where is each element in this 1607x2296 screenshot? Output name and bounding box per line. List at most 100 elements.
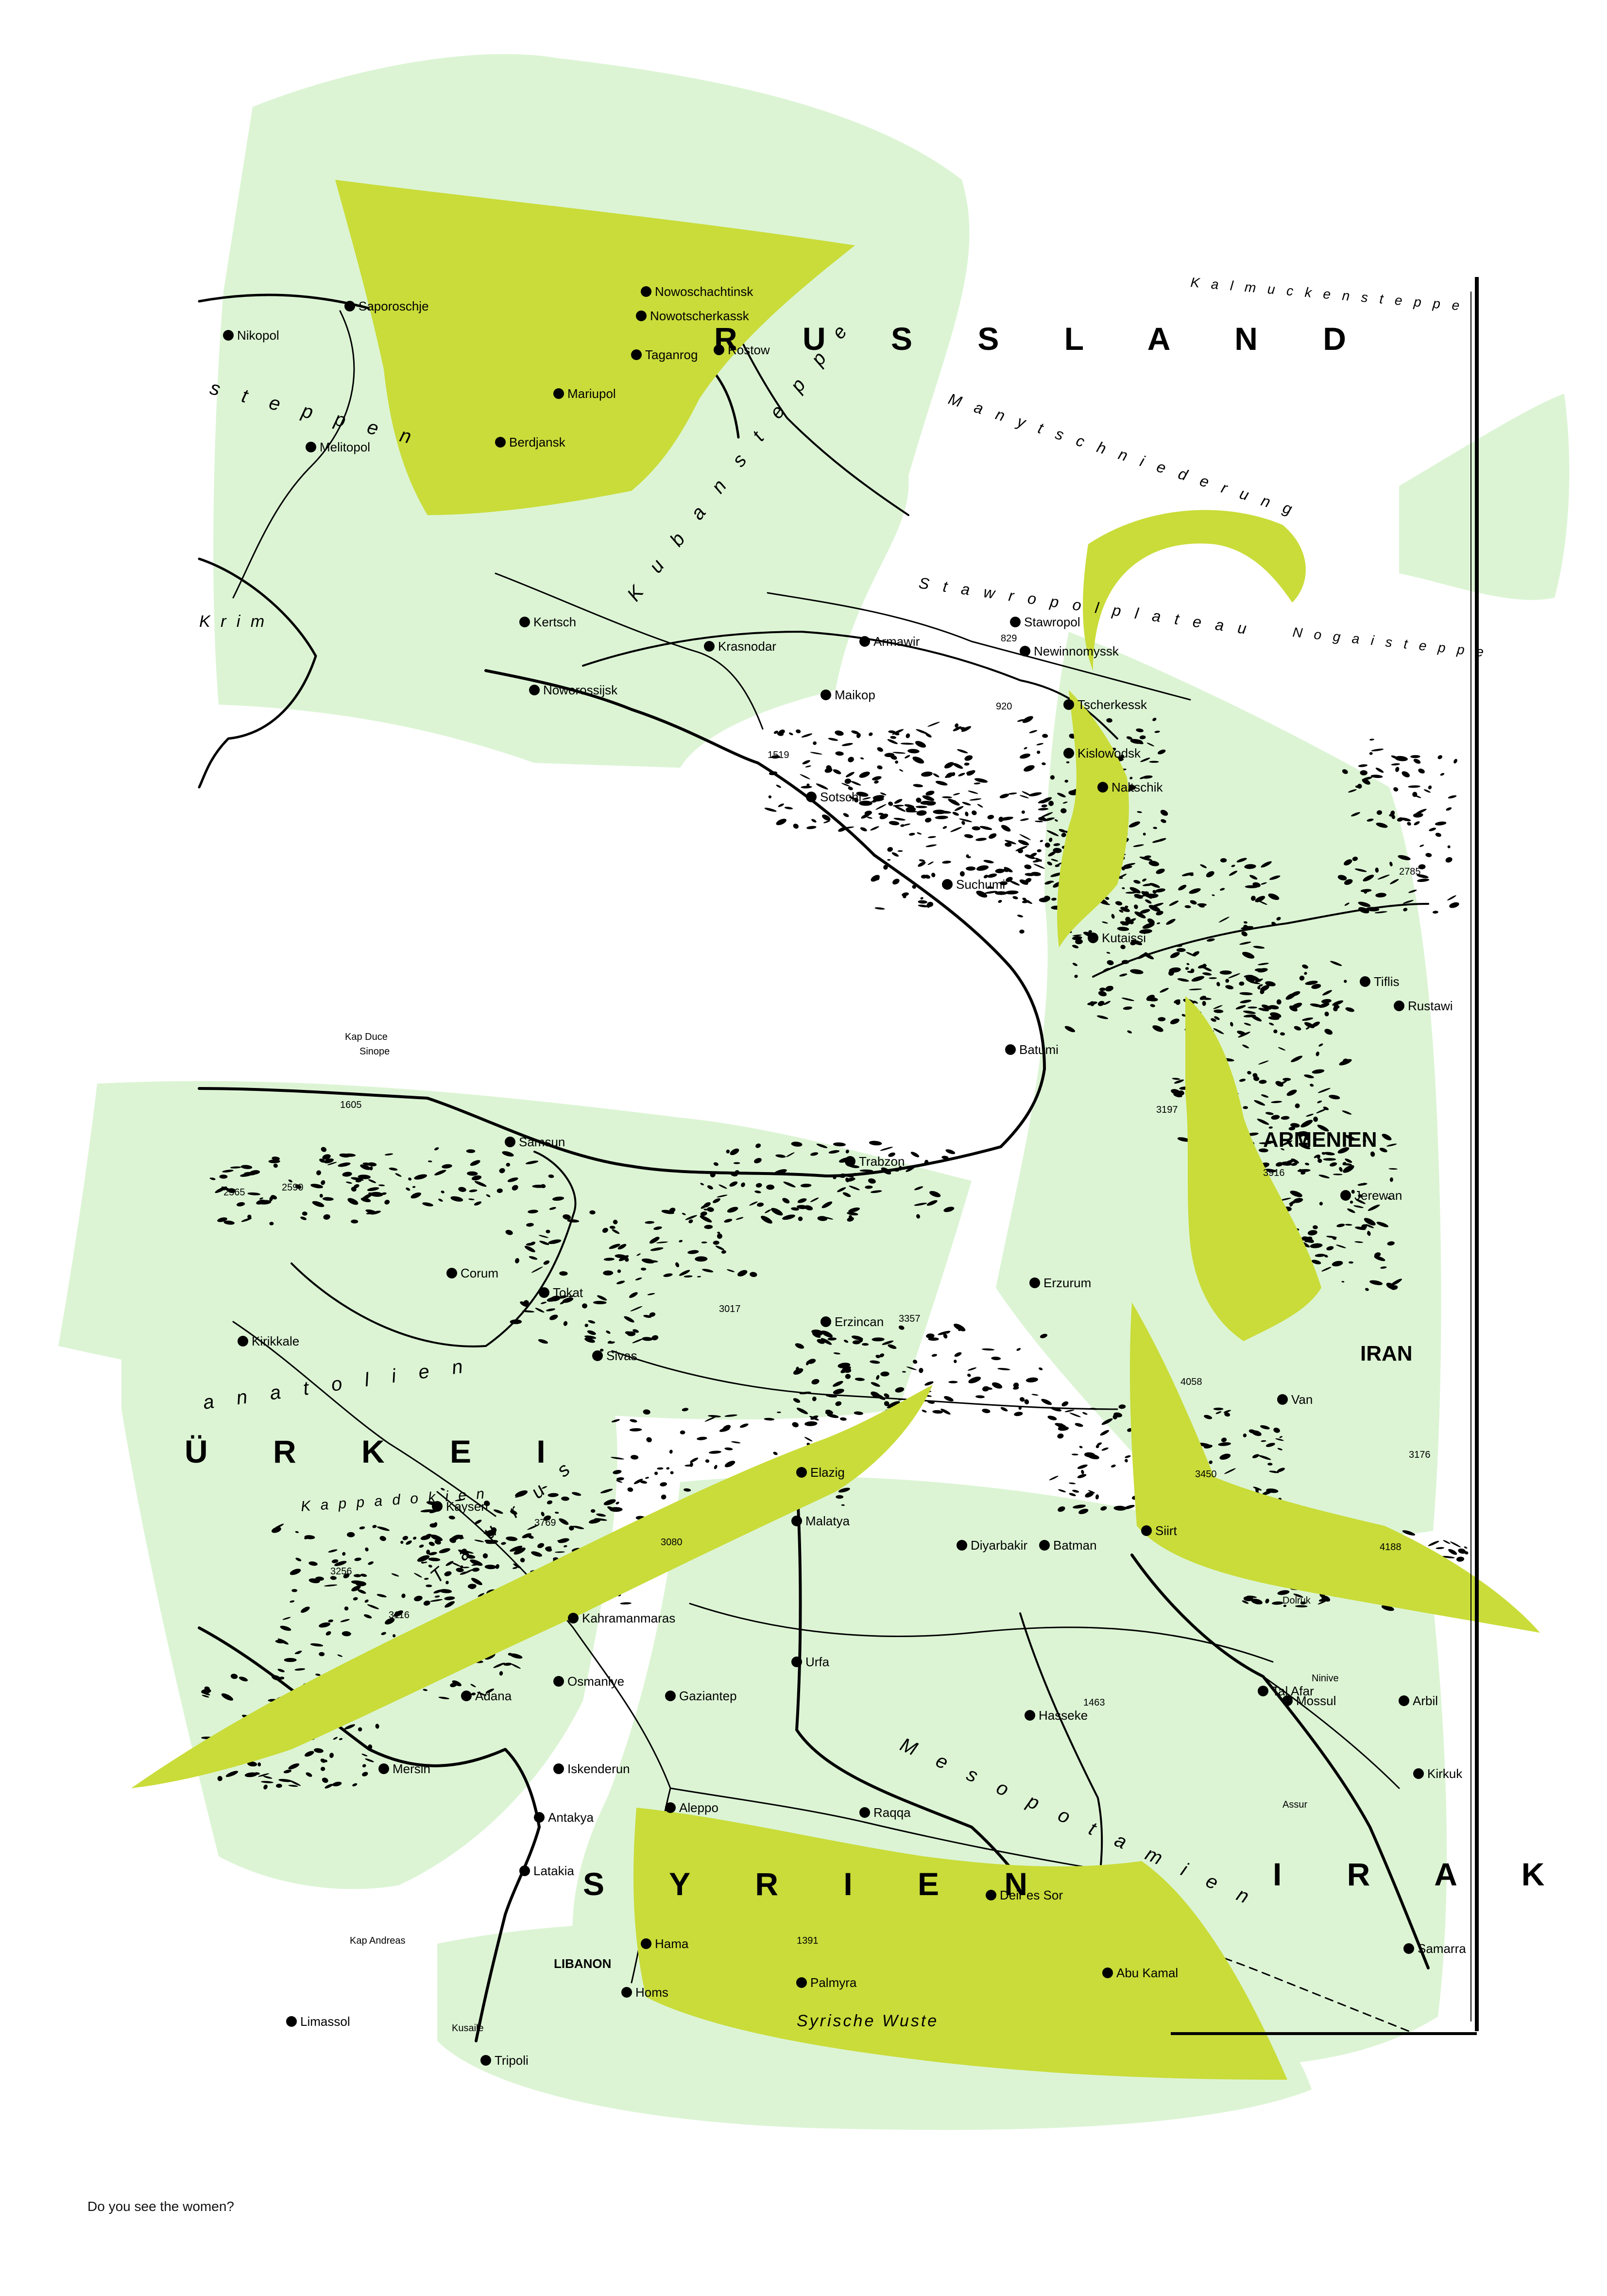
mountain-mark xyxy=(1095,1494,1099,1500)
mountain-mark xyxy=(1435,832,1441,837)
caucasus-black-sea-coast xyxy=(484,669,1046,1148)
mountain-mark xyxy=(1369,1280,1383,1285)
mountain-mark xyxy=(924,1381,934,1386)
mountain-mark xyxy=(1342,769,1348,774)
mountain-mark xyxy=(967,1373,971,1377)
mountain-mark xyxy=(862,1343,869,1346)
frame xyxy=(1171,277,1479,2035)
mountain-mark xyxy=(983,1387,992,1390)
mountain-mark xyxy=(944,762,954,769)
mountain-mark xyxy=(1200,997,1212,1000)
mountain-mark xyxy=(1258,1060,1269,1065)
city-label: Rustawi xyxy=(1408,999,1453,1013)
mountain-mark xyxy=(1450,1541,1461,1548)
mountain-mark xyxy=(641,1258,655,1264)
mountain-mark xyxy=(703,1208,708,1211)
mountain-mark xyxy=(793,824,799,829)
mountain-mark xyxy=(915,806,927,809)
mountain-mark xyxy=(1048,800,1054,806)
mountain-mark xyxy=(899,769,904,772)
mountain-mark xyxy=(230,1674,238,1679)
city-label: Siirt xyxy=(1155,1523,1178,1538)
mountain-mark xyxy=(563,1545,567,1548)
mountain-mark xyxy=(452,1680,462,1687)
mountain-mark xyxy=(1090,1408,1098,1410)
mountain-mark xyxy=(282,1617,291,1620)
city-label: Elazig xyxy=(810,1465,845,1480)
city-dot xyxy=(286,2016,297,2027)
mountain-mark xyxy=(1389,862,1393,866)
mountain-mark xyxy=(1186,951,1196,957)
peak-elevation-label: 3017 xyxy=(719,1304,741,1314)
mountain-mark xyxy=(924,817,932,823)
city-dot xyxy=(714,345,724,355)
mountain-mark xyxy=(1388,1168,1398,1170)
mountain-mark xyxy=(730,1172,738,1176)
city-latakia: Latakia xyxy=(519,1864,574,1878)
mountain-mark xyxy=(1243,925,1248,930)
mountain-mark xyxy=(836,1495,844,1499)
mountain-mark xyxy=(871,1382,880,1387)
mountain-mark xyxy=(347,1532,355,1537)
mountain-mark xyxy=(944,1396,954,1401)
city-suchumi: Suchumi xyxy=(942,877,1005,892)
mountain-mark xyxy=(700,1183,704,1186)
border-dashed-1 xyxy=(1043,1894,1410,2032)
mountain-mark xyxy=(513,1547,526,1555)
mountain-mark xyxy=(319,1652,325,1657)
city-kirkuk: Kirkuk xyxy=(1413,1766,1463,1781)
mountain-mark xyxy=(1311,1260,1321,1264)
mountain-mark xyxy=(323,1214,330,1220)
mountain-mark xyxy=(370,1210,381,1215)
mountain-mark xyxy=(1117,927,1129,931)
mountain-mark xyxy=(701,1205,707,1209)
mountain-mark xyxy=(1071,1453,1078,1456)
mountain-mark xyxy=(522,1310,535,1312)
city-dot xyxy=(1039,1540,1050,1551)
peak-elevation-label: 2590 xyxy=(282,1182,304,1193)
mountain-mark xyxy=(244,1172,256,1175)
mountain-mark xyxy=(450,1536,460,1541)
peak-elevation-label: 4188 xyxy=(1380,1542,1402,1553)
city-nowoschachtinsk: Nowoschachtinsk xyxy=(641,284,753,299)
mountain-mark xyxy=(875,1355,881,1358)
road-8 xyxy=(689,1603,1274,1663)
mountain-mark xyxy=(1022,791,1031,796)
mountain-mark xyxy=(486,1194,491,1197)
mountain-mark xyxy=(859,771,870,778)
city-label: Trabzon xyxy=(859,1154,905,1169)
mountain-mark xyxy=(1322,990,1332,996)
mountain-mark xyxy=(526,1223,534,1227)
mountain-mark xyxy=(1448,795,1457,799)
mountain-mark xyxy=(1246,976,1255,983)
mountain-mark xyxy=(898,1325,905,1330)
mountain-mark xyxy=(434,1147,439,1151)
mountain-mark xyxy=(1134,894,1143,899)
mountain-mark xyxy=(1278,1080,1287,1086)
mountain-mark xyxy=(1258,984,1263,987)
mountain-mark xyxy=(460,1571,466,1575)
mountain-mark xyxy=(1258,1008,1269,1012)
city-label: Hama xyxy=(655,1936,689,1951)
mountain-mark xyxy=(241,1218,252,1222)
mountain-mark xyxy=(1305,981,1318,985)
mountain-mark xyxy=(912,885,916,889)
mountain-mark xyxy=(964,762,970,766)
mountain-mark xyxy=(1077,1474,1087,1478)
mountain-mark xyxy=(616,1280,625,1284)
mountain-mark xyxy=(1345,1007,1354,1012)
mountain-mark xyxy=(1018,1406,1022,1410)
city-dot xyxy=(859,636,870,647)
mountain-mark xyxy=(892,752,906,754)
mountain-mark xyxy=(525,1160,539,1164)
mountain-mark xyxy=(812,1332,821,1338)
peak-elevation-label: 1605 xyxy=(340,1100,362,1110)
mountain-mark xyxy=(1017,719,1025,722)
mountain-mark xyxy=(1145,899,1152,904)
mountain-mark xyxy=(1220,888,1225,891)
mountain-mark xyxy=(938,1330,951,1335)
mountain-mark xyxy=(880,1371,889,1377)
mountain-mark xyxy=(653,1237,660,1241)
mountain-mark xyxy=(860,757,864,760)
mountain-mark xyxy=(1326,1236,1337,1238)
